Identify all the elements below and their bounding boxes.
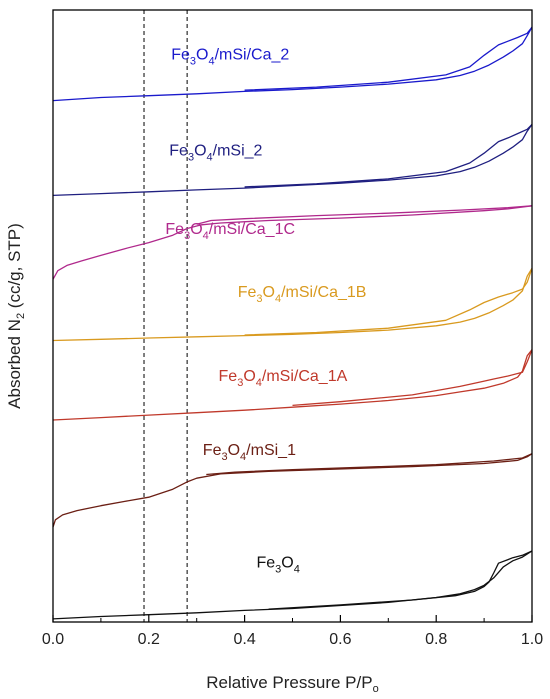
desorption-line xyxy=(244,268,533,336)
x-axis-title-main: Relative Pressure P/P xyxy=(206,673,372,692)
adsorption-line xyxy=(52,26,533,102)
x-tick-label: 0.0 xyxy=(42,631,64,648)
adsorption-line xyxy=(52,124,533,197)
y-axis-title-sub: 2 xyxy=(15,313,27,319)
series-6 xyxy=(52,453,533,528)
series-label-4: Fe3O4/mSi/Ca_1B xyxy=(238,284,367,305)
series-5 xyxy=(52,349,533,421)
adsorption-line xyxy=(52,453,533,528)
y-axis-title-post: (cc/g, STP) xyxy=(5,223,24,313)
adsorption-line xyxy=(52,267,533,342)
plot-frame xyxy=(52,9,533,623)
series-label-5: Fe3O4/mSi/Ca_1A xyxy=(219,368,348,389)
series-label-3: Fe3O4/mSi/Ca_1C xyxy=(165,221,295,242)
x-axis-title-sub: o xyxy=(373,683,379,695)
x-tick-label: 0.6 xyxy=(329,631,351,648)
series-label-1: Fe3O4/mSi/Ca_2 xyxy=(171,47,289,68)
adsorption-line xyxy=(52,349,533,421)
series-4 xyxy=(52,267,533,342)
adsorption-line xyxy=(52,205,533,280)
series-labels: Fe3O4/mSi/Ca_2 Fe3O4/mSi_2 Fe3O4/mSi/Ca_1C… xyxy=(165,47,366,576)
series-2 xyxy=(52,123,533,197)
reference-lines xyxy=(143,10,188,622)
x-axis-title: Relative Pressure P/Po xyxy=(206,673,378,695)
x-tick-label: 0.2 xyxy=(138,631,160,648)
x-axis-ticks: 0.0 0.2 0.4 0.6 0.8 1.0 xyxy=(42,615,543,648)
series-7 xyxy=(52,550,533,620)
desorption-line xyxy=(196,205,533,225)
series-1 xyxy=(52,26,533,102)
desorption-line xyxy=(244,123,533,188)
desorption-line xyxy=(244,26,533,91)
desorption-line xyxy=(292,349,533,407)
series-label-6: Fe3O4/mSi_1 xyxy=(203,442,296,463)
desorption-line xyxy=(268,550,533,610)
x-tick-label: 0.4 xyxy=(233,631,255,648)
y-axis-title-pre: Absorbed N xyxy=(5,319,24,409)
desorption-line xyxy=(206,453,533,476)
x-tick-label: 1.0 xyxy=(521,631,543,648)
series-layer xyxy=(52,26,533,620)
x-tick-label: 0.8 xyxy=(425,631,447,648)
y-axis-title: Absorbed N2 (cc/g, STP) xyxy=(5,223,27,409)
series-label-7: Fe3O4 xyxy=(256,555,299,576)
series-label-2: Fe3O4/mSi_2 xyxy=(169,143,262,164)
series-3 xyxy=(52,205,533,280)
